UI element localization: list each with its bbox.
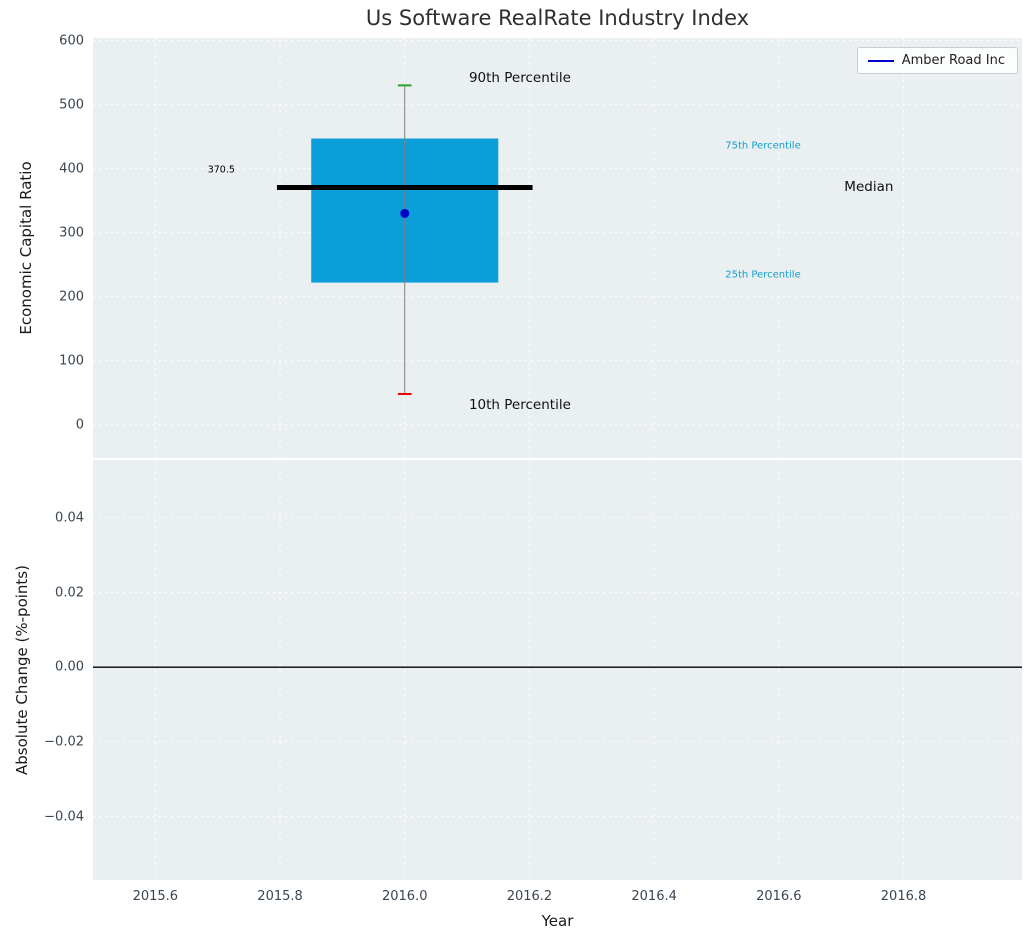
y-tick-label: 0.04 — [55, 510, 84, 526]
y-tick-label: 0.00 — [55, 659, 84, 675]
x-tick-label: 2016.4 — [631, 889, 677, 904]
x-tick-label: 2015.6 — [132, 889, 179, 904]
y-tick-label: 600 — [59, 33, 84, 49]
x-tick-label: 2016.2 — [506, 889, 553, 904]
company-value-point — [400, 208, 410, 218]
annotation-10th-percentile: 10th Percentile — [468, 396, 571, 413]
x-axis-label: Year — [541, 912, 574, 930]
legend-line-sample — [867, 59, 894, 62]
annotation-median: Median — [844, 179, 894, 196]
y-tick-label: 100 — [59, 353, 84, 369]
y-tick-label: 0 — [75, 417, 84, 433]
x-tick-label: 2016.6 — [756, 889, 802, 904]
annotation-90th-percentile: 90th Percentile — [468, 69, 571, 86]
annotation-25th-percentile: 25th Percentile — [725, 269, 801, 281]
annotation-370-5: 370.5 — [207, 164, 235, 176]
legend: Amber Road Inc — [856, 47, 1018, 74]
y-tick-label: 400 — [59, 161, 84, 177]
x-tick-label: 2016.0 — [381, 889, 428, 904]
y-tick-label: 500 — [59, 97, 84, 113]
x-tick-label: 2015.8 — [257, 889, 303, 904]
axes-bottom-absolute-change — [93, 460, 1022, 880]
x-tick-label: 2016.8 — [880, 889, 927, 904]
chart-title: Us Software RealRate Industry Index — [365, 6, 750, 30]
legend-label: Amber Road Inc — [901, 53, 1005, 68]
y-axis-label-top: Economic Capital Ratio — [17, 161, 35, 335]
y-tick-label: 200 — [59, 289, 84, 305]
y-tick-label: −0.02 — [44, 734, 84, 750]
axes-top-economic-capital-ratio — [93, 38, 1022, 458]
y-tick-label: −0.04 — [44, 809, 84, 825]
y-tick-label: 0.02 — [55, 585, 84, 601]
annotation-75th-percentile: 75th Percentile — [725, 140, 801, 152]
y-tick-label: 300 — [59, 225, 84, 241]
